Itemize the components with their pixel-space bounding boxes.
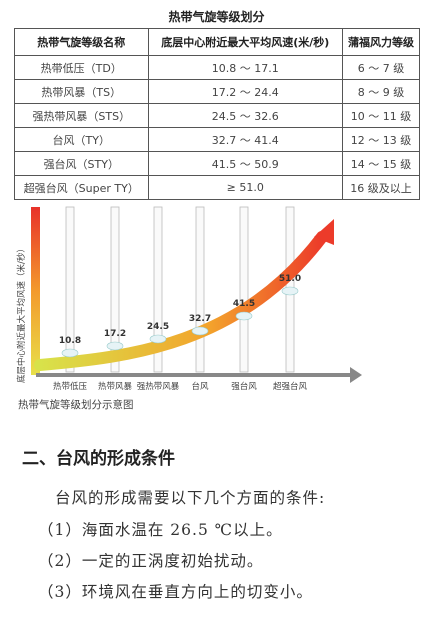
row: 超强台风（Super TY） ≥ 51.0 16 级及以上 (14, 175, 421, 200)
horizontal-arrow (36, 367, 362, 383)
pole (153, 206, 163, 373)
header-cell: 蒲福风力等级 (341, 28, 421, 56)
curve (34, 231, 328, 371)
category-label: 强台风 (231, 381, 257, 392)
category-label: 超强台风 (273, 381, 308, 392)
pole (195, 206, 205, 373)
cell: 8 ～ 9 级 (341, 79, 421, 104)
cloud (191, 326, 209, 336)
cell: 41.5 ～ 50.9 (147, 151, 343, 176)
paragraph: （1）海面水温在 26.5 ℃以上。 (38, 521, 283, 539)
value-label: 32.7 (189, 314, 211, 324)
paragraph: （2）一定的正涡度初始扰动。 (38, 552, 264, 570)
cell: 超强台风（Super TY） (14, 175, 149, 200)
category-label: 台风 (191, 381, 209, 392)
value-label: 24.5 (147, 322, 169, 332)
poles (65, 206, 295, 373)
caption: 热带气旋等级划分示意图 (18, 398, 134, 411)
cell: 6 ～ 7 级 (341, 55, 421, 80)
cell: ≥ 51.0 (147, 175, 343, 200)
pole (65, 206, 75, 373)
cell: 14 ～ 15 级 (341, 151, 421, 176)
category-label: 热带低压 (53, 381, 88, 392)
value-label: 41.5 (233, 299, 255, 309)
curve-arrowhead (314, 219, 334, 245)
cloud (149, 334, 167, 344)
cell: 24.5 ～ 32.6 (147, 103, 343, 128)
cloud (235, 311, 253, 321)
paragraph: 台风的形成需要以下几个方面的条件: (55, 489, 326, 507)
header-row: 热带气旋等级名称 底层中心附近最大平均风速(米/秒) 蒲福风力等级 (14, 28, 421, 56)
header-cell: 热带气旋等级名称 (14, 28, 149, 56)
header-cell: 底层中心附近最大平均风速(米/秒) (147, 28, 343, 56)
category-label: 热带风暴 (98, 381, 133, 392)
pole (110, 206, 120, 373)
paragraph: （3）环境风在垂直方向上的切变小。 (38, 583, 313, 601)
labels: 10.8 热带低压 17.2 热带风暴 24.5 强热带风暴 32.7 台风 41.5 强台风 51… (53, 274, 308, 392)
vertical-bar (31, 207, 40, 375)
value-label: 17.2 (104, 329, 126, 339)
row: 强台风（STY） 41.5 ～ 50.9 14 ～ 15 级 (14, 151, 421, 176)
cell: 32.7 ～ 41.4 (147, 127, 343, 152)
cell: 台风（TY） (14, 127, 149, 152)
cell: 10 ～ 11 级 (341, 103, 421, 128)
table: 热带气旋等级名称 底层中心附近最大平均风速(米/秒) 蒲福风力等级 热带低压（TD） 1… (14, 28, 421, 200)
cell: 强热带风暴（STS） (14, 103, 149, 128)
section-heading: 二、台风的形成条件 (22, 449, 175, 469)
row: 热带风暴（TS） 17.2 ～ 24.4 8 ～ 9 级 (14, 79, 421, 104)
value-label: 51.0 (279, 274, 301, 284)
axis-label: 底层中心附近最大平均风速（米/秒） (16, 244, 27, 383)
row: 强热带风暴（STS） 24.5 ～ 32.6 10 ～ 11 级 (14, 103, 421, 128)
row: 台风（TY） 32.7 ～ 41.4 12 ～ 13 级 (14, 127, 421, 152)
diagram: 底层中心附近最大平均风速（米/秒） 10.8 热带低压 17.2 热带风暴 24.5 强热… (16, 206, 362, 411)
category-label: 强热带风暴 (137, 381, 180, 392)
table-title: 热带气旋等级划分 (168, 10, 265, 24)
cloud (106, 341, 124, 351)
cell: 强台风（STY） (14, 151, 149, 176)
cell: 热带风暴（TS） (14, 79, 149, 104)
row: 热带低压（TD） 10.8 ～ 17.1 6 ～ 7 级 (14, 55, 421, 80)
cell: 16 级及以上 (341, 175, 421, 200)
cloud (61, 348, 79, 358)
cell: 热带低压（TD） (14, 55, 149, 80)
pole (239, 206, 249, 373)
cell: 10.8 ～ 17.1 (147, 55, 343, 80)
cloud (281, 286, 299, 296)
value-label: 10.8 (59, 336, 81, 346)
cell: 17.2 ～ 24.4 (147, 79, 343, 104)
cell: 12 ～ 13 级 (341, 127, 421, 152)
